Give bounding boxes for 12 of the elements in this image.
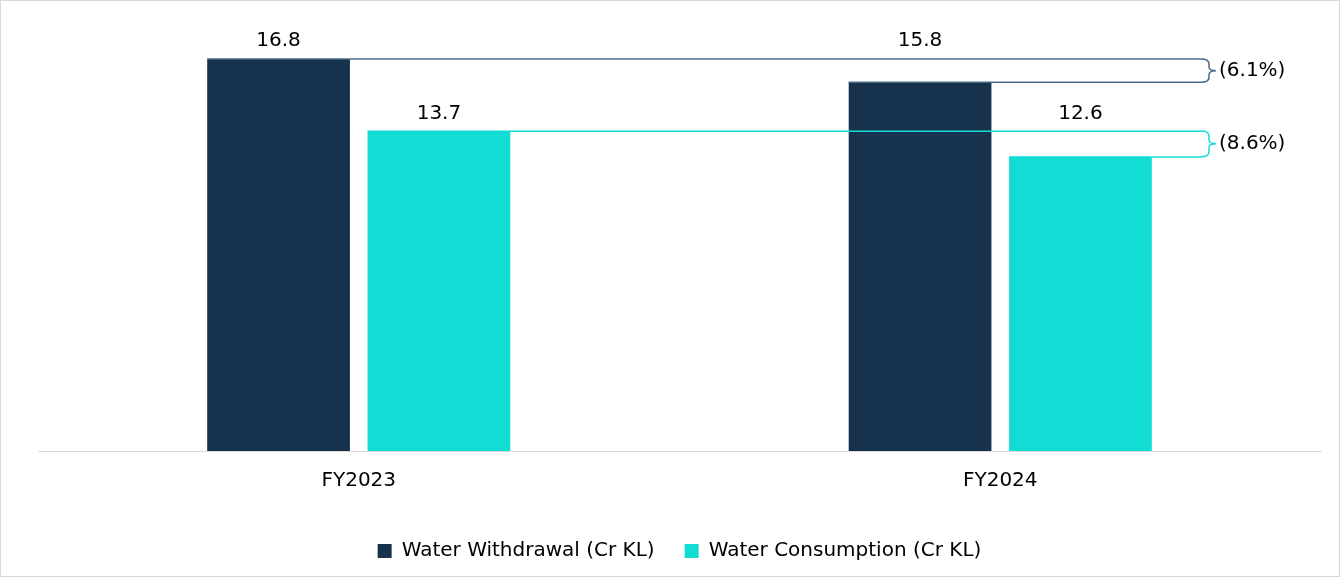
legend-label: Water Consumption (Cr KL)	[708, 537, 982, 562]
bar	[207, 59, 350, 451]
x-tick-label: FY2024	[962, 467, 1038, 492]
legend-label: Water Withdrawal (Cr KL)	[401, 537, 655, 562]
text: (8.6%)	[1219, 130, 1286, 155]
data-label: 15.8	[897, 27, 943, 52]
data-label: 12.6	[1058, 99, 1103, 124]
data-label: 13.7	[416, 99, 462, 124]
bar	[848, 82, 992, 451]
x-tick-label: FY2023	[321, 467, 397, 492]
text: (6.1%)	[1219, 56, 1286, 81]
data-label: 16.8	[256, 27, 301, 52]
